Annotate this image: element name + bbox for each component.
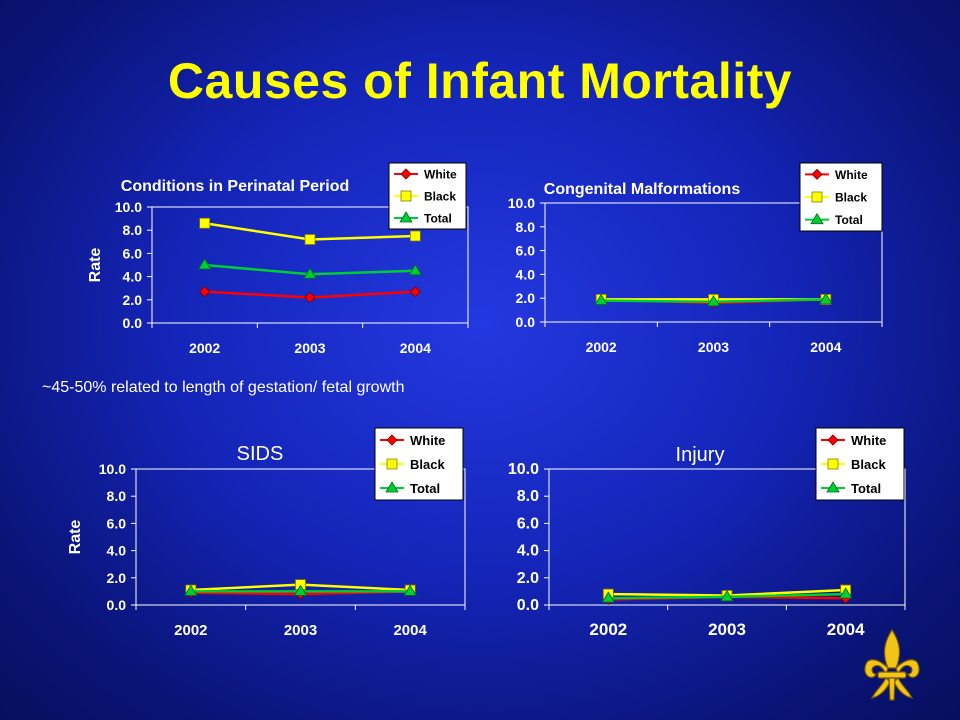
y-tick-label: 10.0 [508,461,539,478]
x-tick-label: 2004 [827,620,865,639]
data-point-total [819,292,833,304]
y-tick-label: 10.0 [115,199,142,215]
data-point-total [594,293,608,305]
y-tick-label: 4.0 [516,266,536,282]
legend-marker-black [386,458,398,470]
legend-marker-total [810,212,824,225]
data-point-white [409,286,421,298]
legend-label-black: Black [835,191,867,205]
plot-area [548,468,906,606]
data-point-total [601,591,616,603]
chart-title: Congenital Malformations [544,181,741,198]
legend-marker-white [400,168,412,180]
legend-marker-white [386,434,398,446]
x-tick-label: 2002 [189,340,220,356]
y-tick-label: 10.0 [508,195,535,211]
x-tick-label: 2004 [810,339,841,355]
legend-marker-total [399,211,413,223]
data-point-total [403,584,417,596]
chart-title: Conditions in Perinatal Period [121,178,349,195]
chart-title: SIDS [237,443,284,465]
y-tick-label: 6.0 [516,243,536,259]
x-tick-label: 2003 [708,620,746,639]
data-point-total [293,584,308,596]
y-tick-label: 0.0 [516,314,536,330]
data-point-white [199,286,211,298]
y-tick-label: 6.0 [517,515,539,532]
y-tick-label: 8.0 [107,488,127,504]
legend-label-total: Total [410,481,440,496]
legend-label-white: White [851,433,886,448]
legend-marker-black [827,458,839,470]
y-tick-label: 10.0 [99,461,126,477]
y-tick-label: 2.0 [107,570,127,586]
y-tick-label: 2.0 [516,290,536,306]
data-point-total [184,584,198,596]
data-point-total [408,264,423,276]
legend-label-white: White [424,168,457,182]
legend-marker-white [827,434,839,446]
page-title: Causes of Infant Mortality [167,53,793,109]
legend-label-black: Black [410,457,445,472]
y-tick-label: 0.0 [107,597,127,613]
data-point-black [199,217,211,229]
x-tick-label: 2002 [174,622,207,639]
y-tick-label: 2.0 [123,292,143,308]
x-tick-label: 2004 [393,622,427,639]
x-tick-label: 2002 [589,620,627,639]
y-tick-label: 2.0 [517,570,539,587]
x-tick-label: 2003 [698,339,729,355]
data-point-total [706,294,721,307]
legend-label-total: Total [835,213,863,227]
legend-marker-black [811,191,823,203]
x-tick-label: 2004 [400,340,431,356]
data-point-total [197,258,212,270]
y-tick-label: 6.0 [107,515,127,531]
y-tick-label: 8.0 [517,488,539,505]
y-axis-label: Rate [67,520,84,555]
legend-label-white: White [835,168,868,182]
legend-label-total: Total [851,481,881,496]
chart-title: Injury [676,444,725,466]
legend-marker-black [400,190,412,202]
data-point-total [303,267,317,279]
plot-area [151,206,469,324]
plot-area [544,202,883,323]
x-tick-label: 2003 [294,340,325,356]
data-point-black [304,234,316,245]
data-point-total [720,590,734,602]
gestation-note: ~45-50% related to length of gestation/ … [42,379,405,396]
legend-marker-total [385,481,399,493]
legend-label-white: White [410,433,445,448]
y-tick-label: 8.0 [123,222,143,238]
x-tick-label: 2003 [284,622,317,639]
legend-label-black: Black [424,190,456,204]
y-tick-label: 4.0 [517,543,539,560]
data-point-black [409,230,421,242]
plot-area [135,468,466,606]
legend-label-black: Black [851,457,886,472]
fleur-de-lis-logo [864,628,920,701]
data-point-total [838,587,853,599]
y-tick-label: 4.0 [107,543,127,559]
y-tick-label: 0.0 [123,315,143,331]
y-tick-label: 6.0 [123,245,143,261]
data-point-white [304,291,316,304]
x-tick-label: 2002 [586,339,617,355]
y-axis-label: Rate [87,248,104,283]
y-tick-label: 0.0 [517,597,539,614]
y-tick-label: 8.0 [516,219,536,235]
legend-label-total: Total [424,212,452,226]
y-tick-label: 4.0 [123,269,143,285]
legend-marker-total [826,481,840,493]
legend-marker-white [811,168,823,180]
